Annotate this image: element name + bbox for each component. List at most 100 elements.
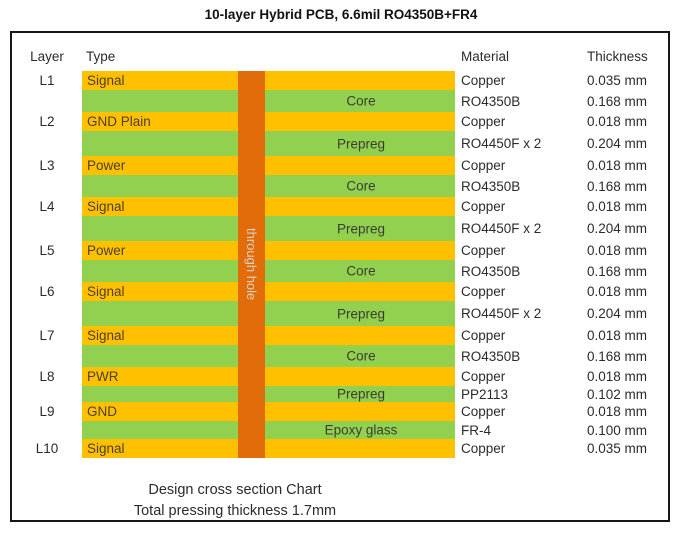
stack-row-dielectric: Core RO4350B 0.168 mm [12, 260, 668, 282]
column-header-layer: Layer [30, 49, 64, 64]
dielectric-kind-label: Epoxy glass [324, 422, 398, 438]
thickness-value: 0.168 mm [587, 348, 648, 364]
layer-number-label [12, 345, 82, 367]
material-value: Copper [461, 158, 506, 173]
thickness-value: 0.018 mm [587, 199, 648, 214]
stack-row-l1: L1 Signal Copper 0.035 mm [12, 71, 668, 90]
thickness-value: 0.168 mm [587, 178, 648, 194]
copper-layer-band: Power [82, 156, 455, 175]
dielectric-kind-label: Core [346, 348, 376, 364]
dielectric-layer-band: Epoxy glass [82, 421, 455, 439]
stack-row-dielectric: Core RO4350B 0.168 mm [12, 175, 668, 197]
thickness-value: 0.100 mm [587, 422, 648, 438]
thickness-value: 0.204 mm [587, 221, 648, 236]
stack-row-l9: L9 GND Copper 0.018 mm [12, 402, 668, 421]
layer-type-label: Signal [87, 199, 125, 214]
layer-type-label: GND Plain [87, 114, 151, 129]
dielectric-layer-band: Core [82, 345, 455, 367]
dielectric-kind-label: Core [346, 178, 376, 194]
copper-layer-band: Signal [82, 197, 455, 216]
material-value: Copper [461, 243, 506, 258]
thickness-value: 0.018 mm [587, 158, 648, 173]
stack-row-dielectric: Epoxy glass FR-4 0.100 mm [12, 421, 668, 439]
thickness-value: 0.102 mm [587, 386, 648, 402]
copper-layer-band: Signal [82, 71, 455, 90]
stack-row-dielectric: Core RO4350B 0.168 mm [12, 345, 668, 367]
dielectric-layer-band: Core [82, 175, 455, 197]
thickness-value: 0.035 mm [587, 73, 648, 88]
layer-type-label: Power [87, 243, 126, 258]
stack-row-l8: L8 PWR Copper 0.018 mm [12, 367, 668, 386]
layer-stack: L1 Signal Copper 0.035 mm Core RO4350B 0.168 m… [12, 71, 668, 458]
stack-row-dielectric: Core RO4350B 0.168 mm [12, 90, 668, 112]
thickness-value: 0.018 mm [587, 243, 648, 258]
material-value: Copper [461, 369, 506, 384]
copper-layer-band: PWR [82, 367, 455, 386]
through-hole-label: through hole [244, 228, 259, 301]
thickness-value: 0.018 mm [587, 284, 648, 299]
thickness-value: 0.035 mm [587, 441, 648, 456]
thickness-value: 0.018 mm [587, 369, 648, 384]
page-title: 10-layer Hybrid PCB, 6.6mil RO4350B+FR4 [204, 7, 478, 22]
layer-number-label [12, 216, 82, 241]
material-value: RO4350B [461, 348, 521, 364]
material-value: RO4450F x 2 [461, 221, 542, 236]
stack-row-l3: L3 Power Copper 0.018 mm [12, 156, 668, 175]
dielectric-kind-label: Prepreg [336, 221, 386, 236]
layer-type-label: Signal [87, 73, 125, 88]
thickness-value: 0.204 mm [587, 306, 648, 321]
stack-row-l10: L10 Signal Copper 0.035 mm [12, 439, 668, 458]
stack-row-l5: L5 Power Copper 0.018 mm [12, 241, 668, 260]
stack-row-l7: L7 Signal Copper 0.018 mm [12, 326, 668, 345]
layer-type-label: Power [87, 158, 126, 173]
dielectric-kind-label: Core [346, 263, 376, 279]
dielectric-layer-band: Prepreg [82, 131, 455, 156]
stack-row-dielectric: Prepreg RO4450F x 2 0.204 mm [12, 216, 668, 241]
layer-number-label: L3 [39, 158, 55, 173]
through-hole-via-bar: through hole [238, 71, 265, 458]
material-value: RO4450F x 2 [461, 306, 542, 321]
footer-caption: Design cross section Chart [148, 482, 322, 498]
layer-number-label [12, 175, 82, 197]
layer-number-label: L1 [39, 73, 55, 88]
copper-layer-band: Power [82, 241, 455, 260]
chart-footer: Design cross section Chart Total pressin… [12, 480, 458, 522]
stack-row-dielectric: Prepreg PP2113 0.102 mm [12, 386, 668, 402]
material-value: RO4450F x 2 [461, 136, 542, 151]
stackup-chart-frame: Layer Type Material Thickness L1 Signal Co… [10, 31, 670, 522]
thickness-value: 0.018 mm [587, 328, 648, 343]
material-value: Copper [461, 328, 506, 343]
layer-number-label: L7 [39, 328, 55, 343]
material-value: Copper [461, 284, 506, 299]
layer-number-label: L10 [35, 441, 59, 456]
layer-number-label: L8 [39, 369, 55, 384]
material-value: FR-4 [461, 422, 491, 438]
material-value: PP2113 [461, 386, 509, 402]
layer-number-label [12, 386, 82, 402]
dielectric-kind-label: Prepreg [336, 136, 386, 151]
dielectric-kind-label: Prepreg [336, 306, 386, 321]
material-value: Copper [461, 199, 506, 214]
layer-number-label [12, 131, 82, 156]
footer-total-thickness: Total pressing thickness 1.7mm [133, 503, 337, 519]
dielectric-layer-band: Prepreg [82, 216, 455, 241]
layer-number-label: L4 [39, 199, 55, 214]
copper-layer-band: Signal [82, 326, 455, 345]
stack-row-dielectric: Prepreg RO4450F x 2 0.204 mm [12, 301, 668, 326]
material-value: Copper [461, 114, 506, 129]
stack-row-dielectric: Prepreg RO4450F x 2 0.204 mm [12, 131, 668, 156]
layer-number-label: L6 [39, 284, 55, 299]
layer-type-label: Signal [87, 284, 125, 299]
thickness-value: 0.168 mm [587, 93, 648, 109]
dielectric-layer-band: Core [82, 260, 455, 282]
thickness-value: 0.018 mm [587, 114, 648, 129]
material-value: RO4350B [461, 178, 521, 194]
column-header-type: Type [86, 49, 116, 64]
dielectric-kind-label: Prepreg [336, 386, 386, 402]
thickness-value: 0.168 mm [587, 263, 648, 279]
material-value: Copper [461, 404, 506, 419]
layer-number-label [12, 90, 82, 112]
layer-number-label [12, 421, 82, 439]
material-value: RO4350B [461, 263, 521, 279]
column-header-row: Layer Type Material Thickness [12, 49, 668, 67]
